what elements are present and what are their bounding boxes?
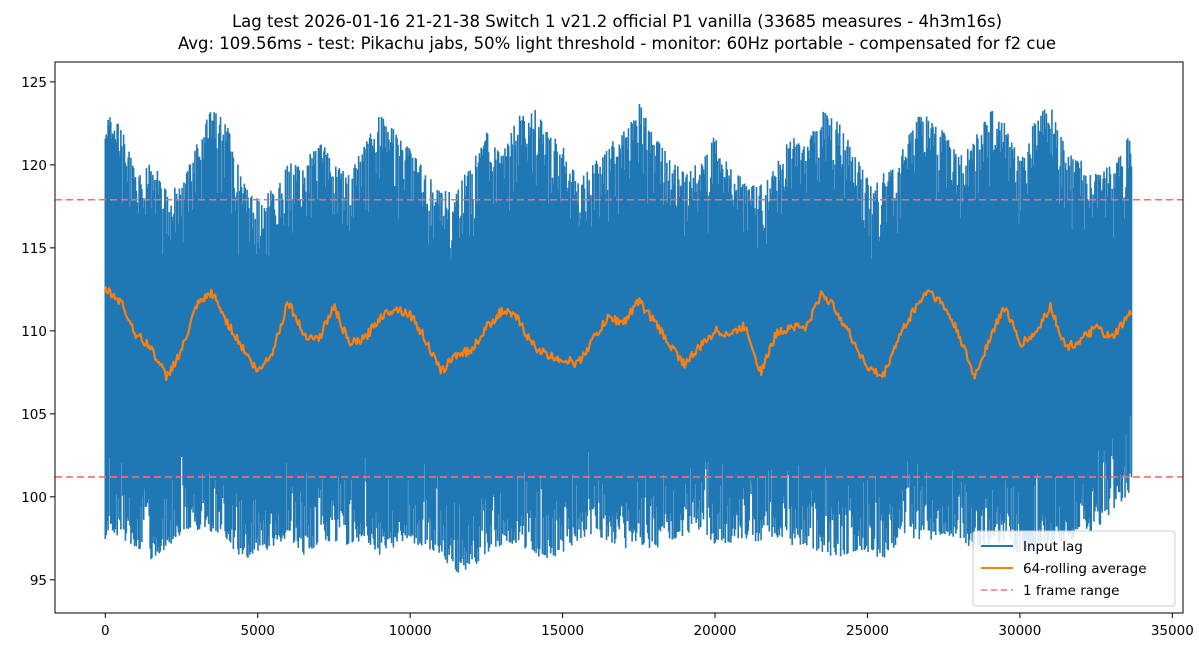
- y-tick-label: 125: [21, 75, 47, 91]
- x-tick-label: 25000: [846, 623, 889, 639]
- legend-frame-range-label: 1 frame range: [1023, 583, 1119, 599]
- y-tick-label: 105: [21, 407, 47, 423]
- input-lag-series: [104, 103, 1133, 573]
- rolling-average-series: [104, 285, 1133, 382]
- legend-input-lag-label: Input lag: [1023, 539, 1083, 555]
- x-tick-label: 0: [101, 623, 110, 639]
- x-tick-label: 10000: [389, 623, 432, 639]
- y-tick-label: 110: [21, 324, 47, 340]
- x-axis: 0 5000 10000 15000 20000 25000 30000 35000: [101, 613, 1194, 639]
- y-axis: 95 100 105 110 115 120 125: [21, 75, 55, 589]
- chart-subtitle: Avg: 109.56ms - test: Pikachu jabs, 50% …: [178, 34, 1056, 53]
- legend-box: [972, 530, 1176, 607]
- legend-rolling-average-label: 64-rolling average: [1023, 561, 1147, 577]
- chart-title: Lag test 2026-01-16 21-21-38 Switch 1 v2…: [232, 12, 1002, 31]
- x-tick-label: 15000: [541, 623, 584, 639]
- y-tick-label: 95: [30, 573, 47, 589]
- plot-frame: [54, 61, 1184, 614]
- legend: Input lag 64-rolling average 1 frame ran…: [972, 530, 1176, 607]
- x-tick-label: 20000: [694, 623, 737, 639]
- x-tick-label: 30000: [998, 623, 1041, 639]
- plot-region: [55, 103, 1183, 573]
- x-tick-label: 5000: [241, 623, 275, 639]
- y-tick-label: 120: [21, 158, 47, 174]
- y-tick-label: 115: [21, 241, 47, 257]
- x-tick-label: 35000: [1151, 623, 1194, 639]
- y-tick-label: 100: [21, 490, 47, 506]
